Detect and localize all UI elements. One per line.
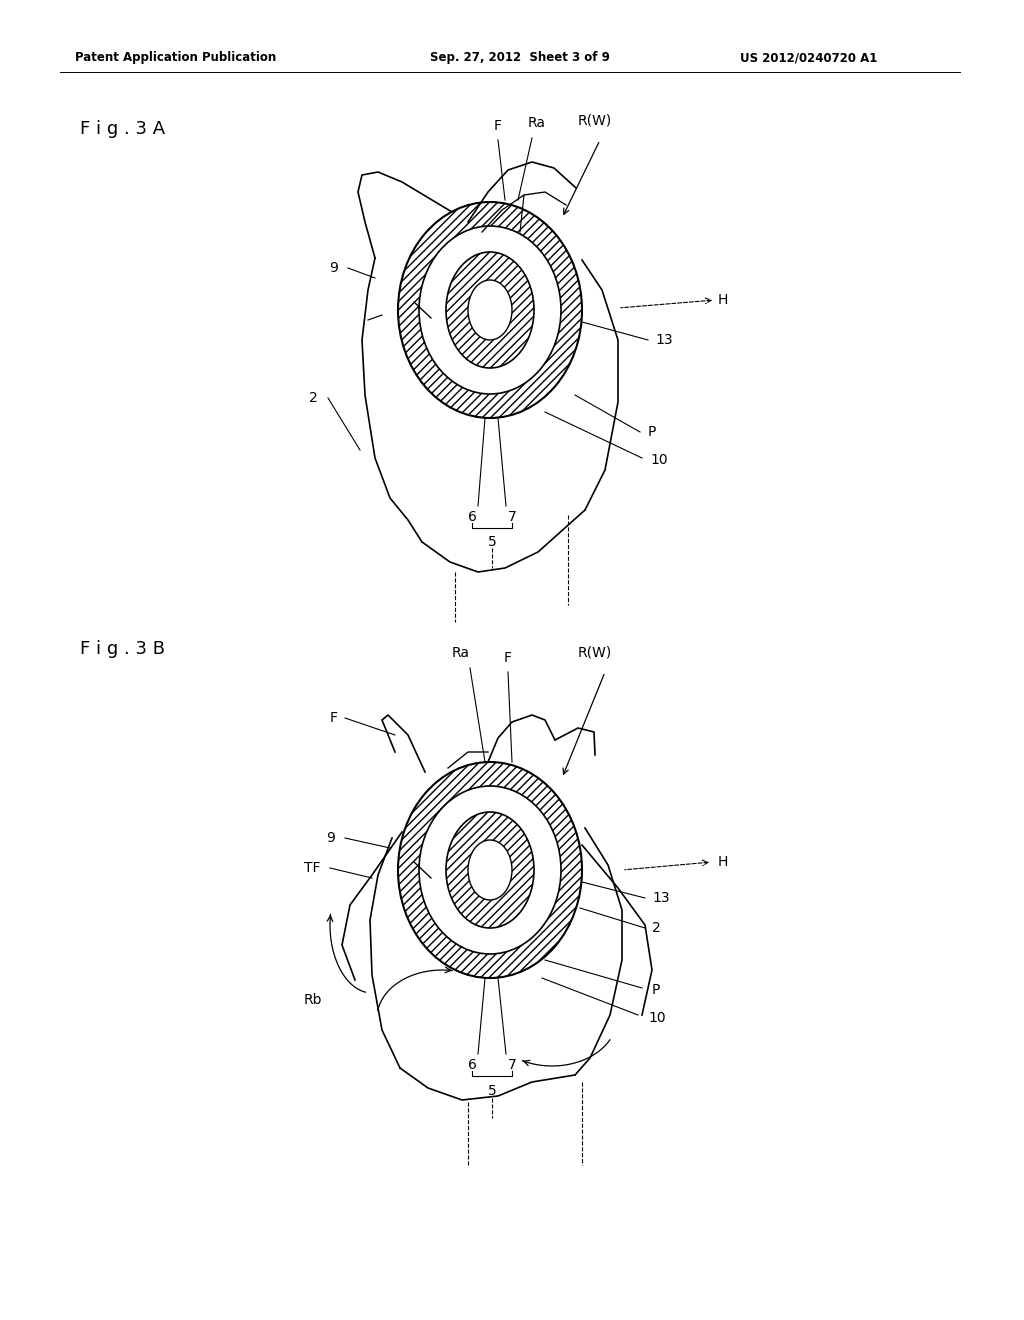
Text: F: F	[330, 711, 338, 725]
Text: Ra: Ra	[528, 116, 546, 129]
Text: 9: 9	[329, 261, 338, 275]
Text: F: F	[504, 651, 512, 665]
Ellipse shape	[468, 280, 512, 341]
Text: 5: 5	[487, 1084, 497, 1098]
Text: Ra: Ra	[452, 645, 470, 660]
Text: Patent Application Publication: Patent Application Publication	[75, 51, 276, 65]
Text: H: H	[718, 293, 728, 308]
Text: US 2012/0240720 A1: US 2012/0240720 A1	[740, 51, 878, 65]
Text: 2: 2	[652, 921, 660, 935]
Text: Sep. 27, 2012  Sheet 3 of 9: Sep. 27, 2012 Sheet 3 of 9	[430, 51, 610, 65]
Ellipse shape	[446, 252, 534, 368]
Ellipse shape	[446, 812, 534, 928]
Text: R(W): R(W)	[578, 645, 612, 660]
Text: 7: 7	[508, 510, 516, 524]
Text: 7: 7	[508, 1059, 516, 1072]
Text: 10: 10	[648, 1011, 666, 1026]
Text: 9: 9	[326, 832, 335, 845]
Ellipse shape	[398, 202, 582, 418]
Ellipse shape	[419, 226, 561, 393]
Text: 5: 5	[487, 535, 497, 549]
Text: F i g . 3 A: F i g . 3 A	[80, 120, 165, 139]
Text: R(W): R(W)	[578, 114, 612, 128]
Text: H: H	[718, 855, 728, 869]
Text: 10: 10	[650, 453, 668, 467]
Text: 2: 2	[309, 391, 318, 405]
Text: F: F	[494, 119, 502, 133]
Text: P: P	[652, 983, 660, 997]
Ellipse shape	[419, 785, 561, 954]
Text: 13: 13	[655, 333, 673, 347]
Ellipse shape	[468, 840, 512, 900]
Text: P: P	[648, 425, 656, 440]
Text: 6: 6	[468, 510, 476, 524]
Ellipse shape	[398, 762, 582, 978]
Text: TF: TF	[303, 861, 319, 875]
Text: 13: 13	[652, 891, 670, 906]
Text: Rb: Rb	[303, 993, 322, 1007]
Text: 6: 6	[468, 1059, 476, 1072]
Text: F i g . 3 B: F i g . 3 B	[80, 640, 165, 657]
